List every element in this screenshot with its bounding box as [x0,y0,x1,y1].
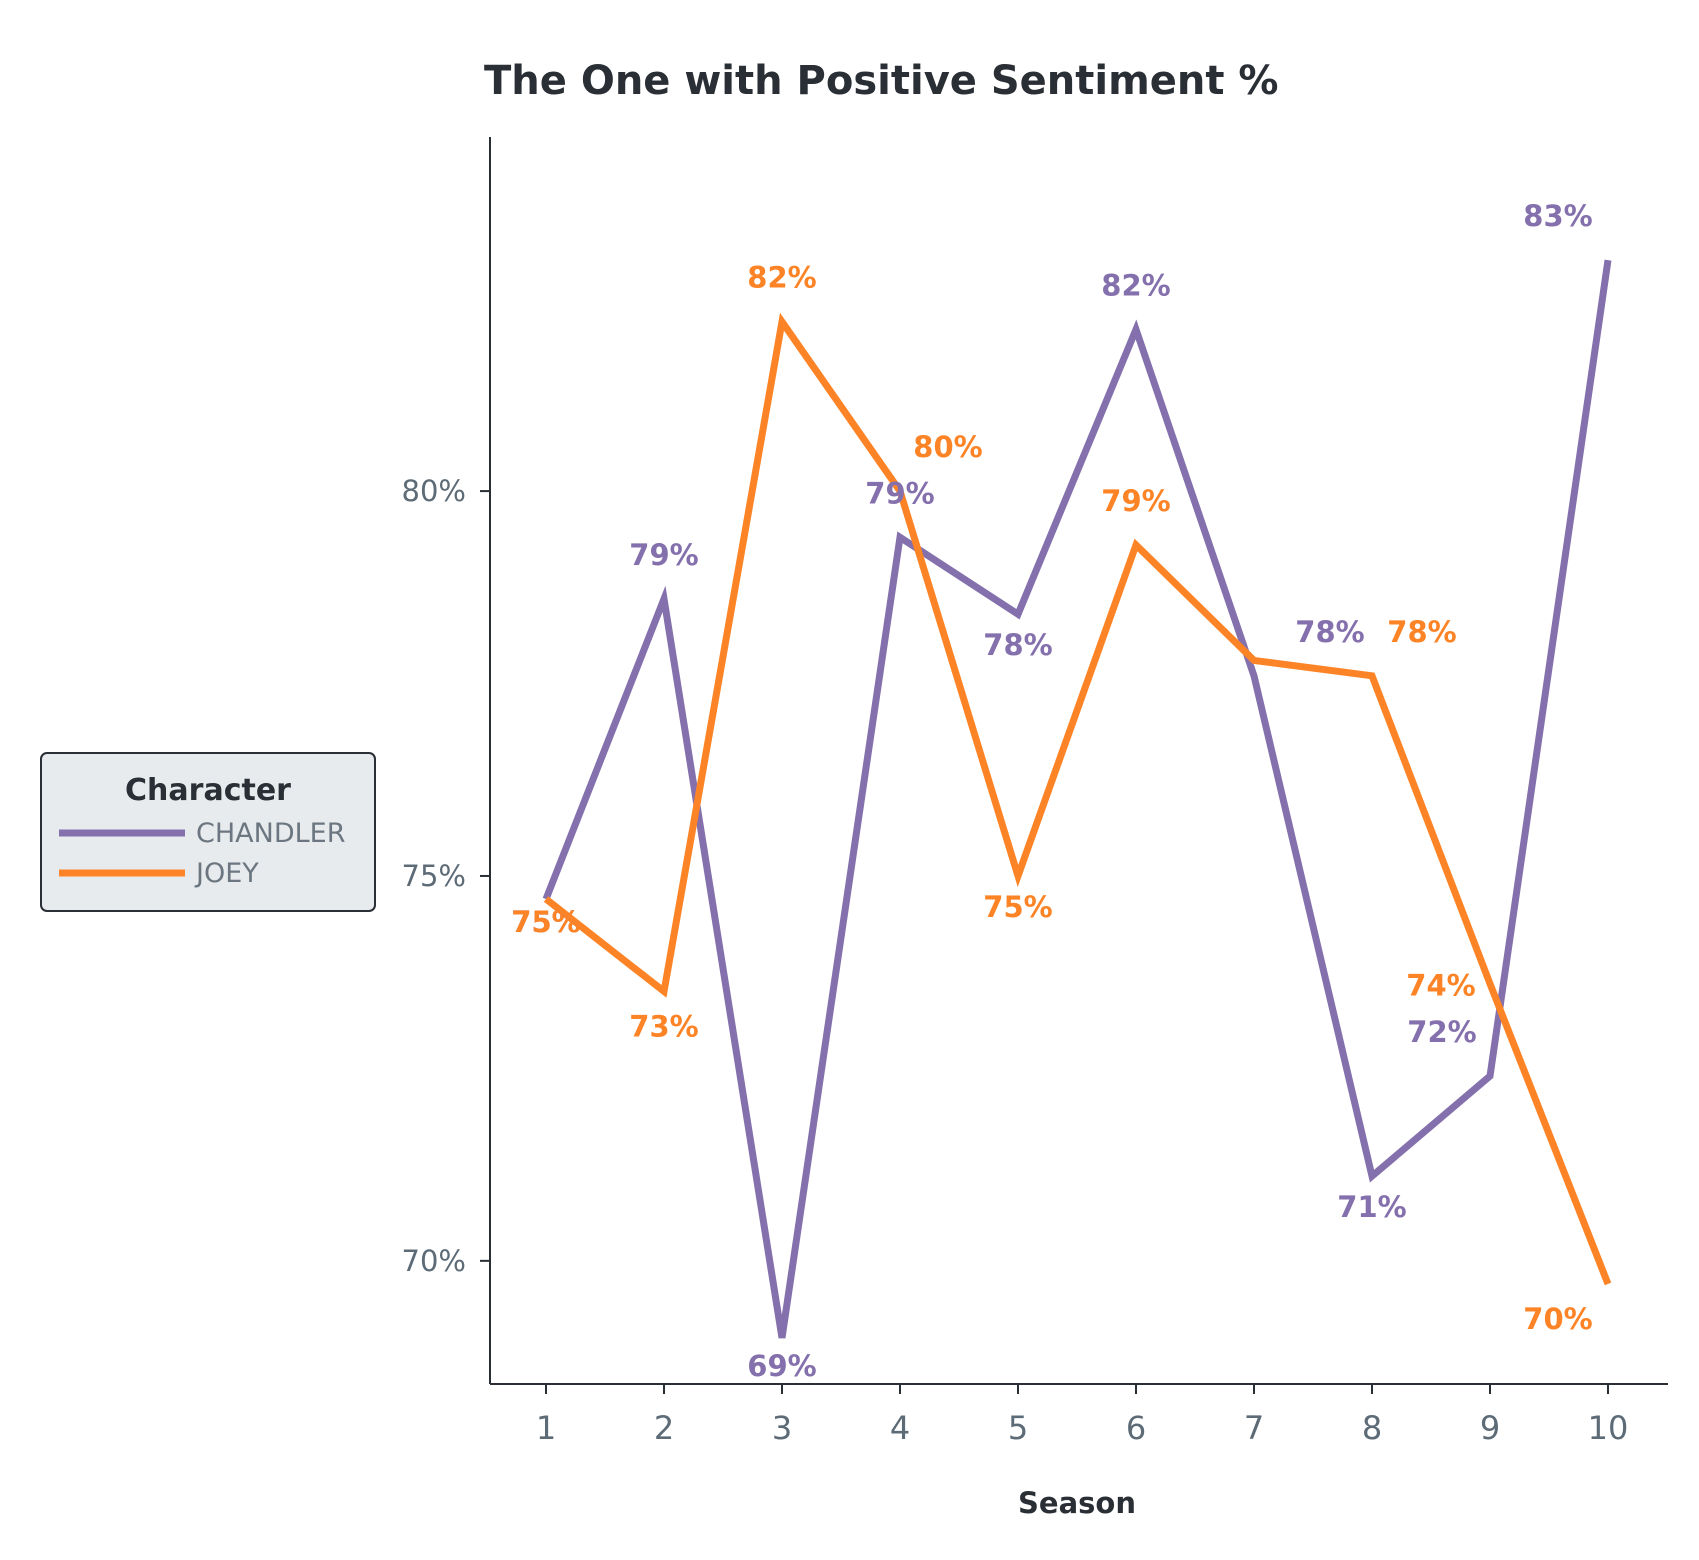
data-label-chandler: 75% [511,905,580,939]
series-lines [542,259,1612,1339]
x-axis-label: Season [1018,1486,1136,1520]
x-tick-label: 9 [1480,1409,1500,1447]
x-axis-ticks: 1 2 3 4 5 6 7 8 9 10 [536,1384,1629,1447]
data-label-chandler: 83% [1523,199,1592,233]
x-tick-label: 3 [772,1409,792,1447]
data-label-joey: 75% [983,890,1052,924]
y-tick-label: 75% [402,859,466,893]
data-label-chandler: 69% [747,1349,816,1383]
x-tick-label: 6 [1126,1409,1146,1447]
data-label-joey: 82% [747,261,816,295]
x-tick-label: 2 [654,1409,674,1447]
data-label-joey: 80% [913,430,982,464]
data-label-chandler: 79% [629,538,698,572]
data-label-joey: 78% [1387,615,1456,649]
y-tick-label: 80% [402,474,466,508]
x-tick-label: 1 [536,1409,556,1447]
data-label-joey: 70% [1523,1302,1592,1336]
x-tick-label: 7 [1244,1409,1264,1447]
data-label-joey: 74% [1406,969,1475,1003]
chart-title: The One with Positive Sentiment % [484,58,1278,104]
data-labels: 75% 79% 69% 79% 78% 82% 78% 71% 72% 83% 75% 73% 82% 8… [511,199,1592,1383]
y-axis-ticks: 70% 75% 80% [402,474,490,1278]
data-label-chandler: 78% [983,628,1052,662]
data-label-chandler: 72% [1407,1015,1476,1049]
data-label-joey: 79% [1101,484,1170,518]
data-label-chandler: 79% [865,476,934,510]
series-line-chandler [542,259,1612,1339]
series-line-joey [543,312,1612,1286]
x-tick-label: 5 [1008,1409,1028,1447]
y-tick-label: 70% [402,1244,466,1278]
data-label-chandler: 78% [1295,615,1364,649]
data-label-joey: 75% [511,905,580,939]
x-tick-label: 4 [890,1409,910,1447]
legend-label-joey: JOEY [194,858,259,889]
legend: Character CHANDLER JOEY [40,752,376,912]
data-label-chandler: 82% [1101,268,1170,302]
x-tick-label: 10 [1588,1409,1629,1447]
data-label-joey: 73% [629,1009,698,1043]
data-label-chandler: 71% [1337,1190,1406,1224]
legend-title: Character [125,773,291,808]
x-tick-label: 8 [1362,1409,1382,1447]
legend-label-chandler: CHANDLER [196,818,345,849]
